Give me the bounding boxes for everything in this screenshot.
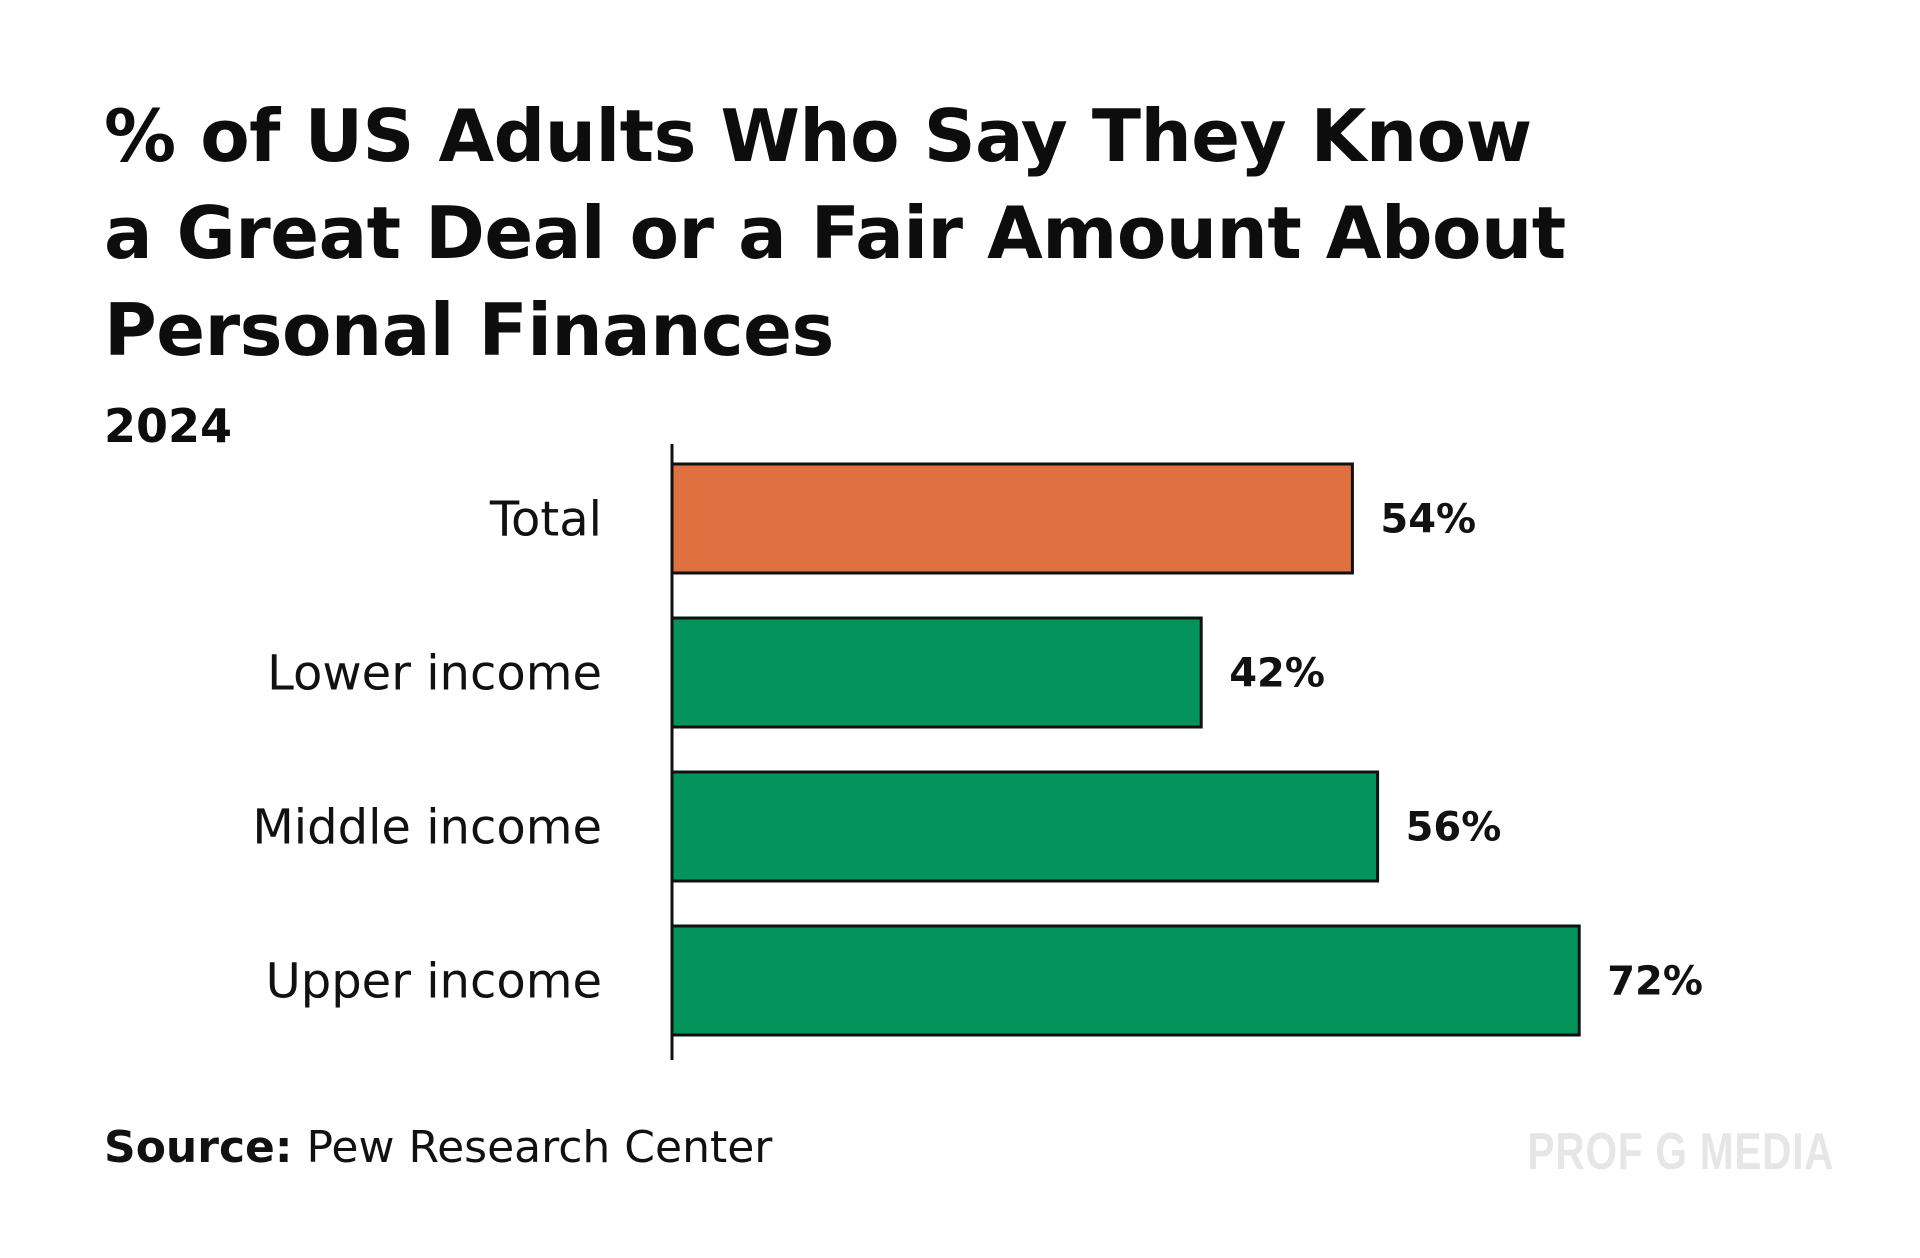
bar-total — [670, 462, 1354, 575]
bar-upper-income — [670, 924, 1581, 1037]
bars-layer — [670, 462, 1581, 1037]
value-label-upper-income: 72% — [1607, 959, 1703, 1005]
source-note: Source: Pew Research Center — [104, 1120, 772, 1176]
category-label-upper-income: Upper income — [266, 954, 602, 1010]
category-label-middle-income: Middle income — [252, 800, 602, 856]
value-label-middle-income: 56% — [1406, 805, 1502, 851]
value-label-lower-income: 42% — [1229, 651, 1325, 697]
brand-watermark: PROF G MEDIA — [1527, 1123, 1834, 1181]
category-label-lower-income: Lower income — [267, 646, 602, 702]
source-text: Pew Research Center — [306, 1122, 773, 1173]
bar-middle-income — [670, 770, 1380, 883]
bar-lower-income — [670, 616, 1203, 729]
category-label-total: Total — [489, 492, 602, 548]
chart-subtitle: 2024 — [104, 399, 233, 453]
source-label: Source: — [104, 1122, 293, 1173]
labels-layer: Total 54% Lower income 42% Middle income 56% U… — [252, 492, 1703, 1010]
chart-title: % of US Adults Who Say They Know a Great… — [104, 94, 1566, 372]
value-label-total: 54% — [1380, 497, 1476, 543]
